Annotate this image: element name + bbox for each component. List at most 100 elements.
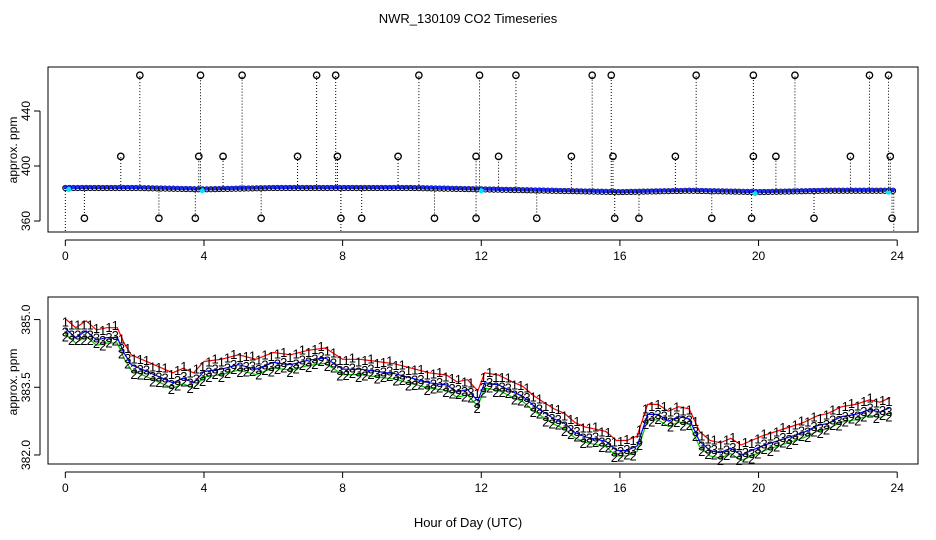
series-2-marker: 2 — [405, 378, 412, 393]
series-1-marker: 1 — [473, 386, 480, 401]
series-3-marker: 3 — [860, 404, 867, 419]
series-2-marker: 2 — [162, 376, 169, 391]
series-1-marker: 1 — [411, 363, 418, 378]
series-2-marker: 2 — [349, 366, 356, 381]
baseline-point — [878, 187, 883, 193]
series-2-marker: 2 — [211, 367, 218, 382]
series-2-marker: 2 — [130, 367, 137, 382]
series-2-marker: 2 — [305, 360, 312, 375]
baseline-point — [154, 185, 159, 190]
mid-spike-point — [749, 152, 758, 161]
baseline-point — [308, 185, 313, 190]
series-3-marker: 3 — [580, 431, 587, 446]
series-3-marker: 3 — [505, 381, 512, 396]
baseline-point — [75, 185, 80, 190]
series-3-marker: 3 — [742, 445, 749, 460]
baseline-point — [549, 187, 555, 193]
baseline-point — [537, 187, 542, 192]
baseline-point — [487, 186, 492, 191]
series-3-marker: 3 — [667, 414, 674, 429]
series-2-marker: 2 — [567, 427, 574, 442]
baseline-point — [836, 187, 842, 193]
series-1-marker: 1 — [629, 433, 636, 448]
series-2-marker: 2 — [367, 367, 374, 382]
series-1-marker: 1 — [218, 354, 225, 369]
series-2-marker: 2 — [99, 339, 106, 354]
baseline-point — [728, 188, 733, 193]
series-2-marker: 2 — [605, 441, 612, 456]
series-3-marker: 3 — [367, 361, 374, 376]
series-3-marker: 3 — [149, 369, 156, 384]
series-3-marker: 3 — [374, 366, 381, 381]
series-2-marker: 2 — [835, 419, 842, 434]
series-2-marker: 2 — [255, 368, 262, 383]
series-3-marker: 3 — [268, 359, 275, 374]
baseline-point — [504, 186, 509, 192]
series-1-marker: 1 — [498, 370, 505, 385]
baseline-point — [849, 187, 854, 193]
baseline-point — [587, 188, 592, 193]
series-3-marker: 3 — [598, 435, 605, 450]
series-1-marker: 1 — [349, 351, 356, 366]
series-2-marker: 2 — [742, 451, 749, 466]
series-1-marker: 1 — [380, 355, 387, 370]
series-1-marker: 1 — [617, 434, 624, 449]
series-2-marker: 2 — [555, 417, 562, 432]
series-2-marker: 2 — [399, 373, 406, 388]
baseline-point — [662, 188, 667, 193]
baseline-point — [267, 185, 272, 190]
baseline-point — [807, 188, 812, 193]
series-2-marker: 2 — [268, 364, 275, 379]
baseline-point — [408, 185, 413, 190]
low-spike-point — [257, 214, 266, 223]
series-3-marker: 3 — [498, 380, 505, 395]
series-2-marker: 2 — [355, 370, 362, 385]
series-1-marker: 1 — [611, 434, 618, 449]
baseline-point — [325, 185, 330, 190]
mid-spike-point — [886, 152, 895, 161]
high-spike-point — [692, 71, 701, 80]
series-3-marker: 3 — [473, 396, 480, 411]
series-1-marker: 1 — [829, 402, 836, 417]
series-2-marker: 2 — [224, 366, 231, 381]
high-spike-point — [588, 71, 597, 80]
series-2-marker: 2 — [205, 370, 212, 385]
baseline-point — [375, 185, 380, 190]
baseline-point — [703, 188, 708, 193]
bottom-y-tick-label: 382.0 — [19, 440, 33, 470]
series-2-marker: 2 — [336, 369, 343, 384]
series-2-marker: 2 — [748, 452, 755, 467]
series-2-marker: 2 — [860, 410, 867, 425]
series-1-marker: 1 — [505, 371, 512, 386]
low-spike-point — [80, 214, 89, 223]
baseline-point — [108, 185, 114, 190]
low-spike-point — [610, 214, 619, 223]
series-3-marker: 3 — [511, 387, 518, 402]
baseline-point — [362, 185, 367, 190]
series-3-marker: 3 — [155, 370, 162, 385]
baseline-point — [791, 188, 796, 193]
baseline-point — [695, 187, 700, 193]
top-x-tick-label: 20 — [752, 249, 766, 263]
baseline-point — [129, 185, 134, 190]
baseline-point — [574, 188, 580, 193]
top-y-tick-label: 400 — [19, 156, 33, 176]
series-3-marker: 3 — [555, 412, 562, 427]
series-1-marker: 1 — [442, 370, 449, 385]
high-spike-point — [749, 71, 758, 80]
baseline-point — [832, 187, 837, 193]
baseline-point — [508, 187, 513, 192]
baseline-point — [545, 187, 550, 192]
series-3-marker: 3 — [817, 421, 824, 436]
series-3-marker: 3 — [623, 442, 630, 457]
bottom-y-tick-label: 385.0 — [19, 304, 33, 334]
series-1-marker: 1 — [461, 374, 468, 389]
series-2-marker: 2 — [698, 444, 705, 459]
baseline-point — [595, 188, 600, 193]
series-2-marker: 2 — [810, 425, 817, 440]
baseline-point — [366, 185, 372, 190]
series-3-marker: 3 — [324, 353, 331, 368]
series-1-marker: 1 — [736, 438, 743, 453]
series-1-marker: 1 — [361, 353, 368, 368]
